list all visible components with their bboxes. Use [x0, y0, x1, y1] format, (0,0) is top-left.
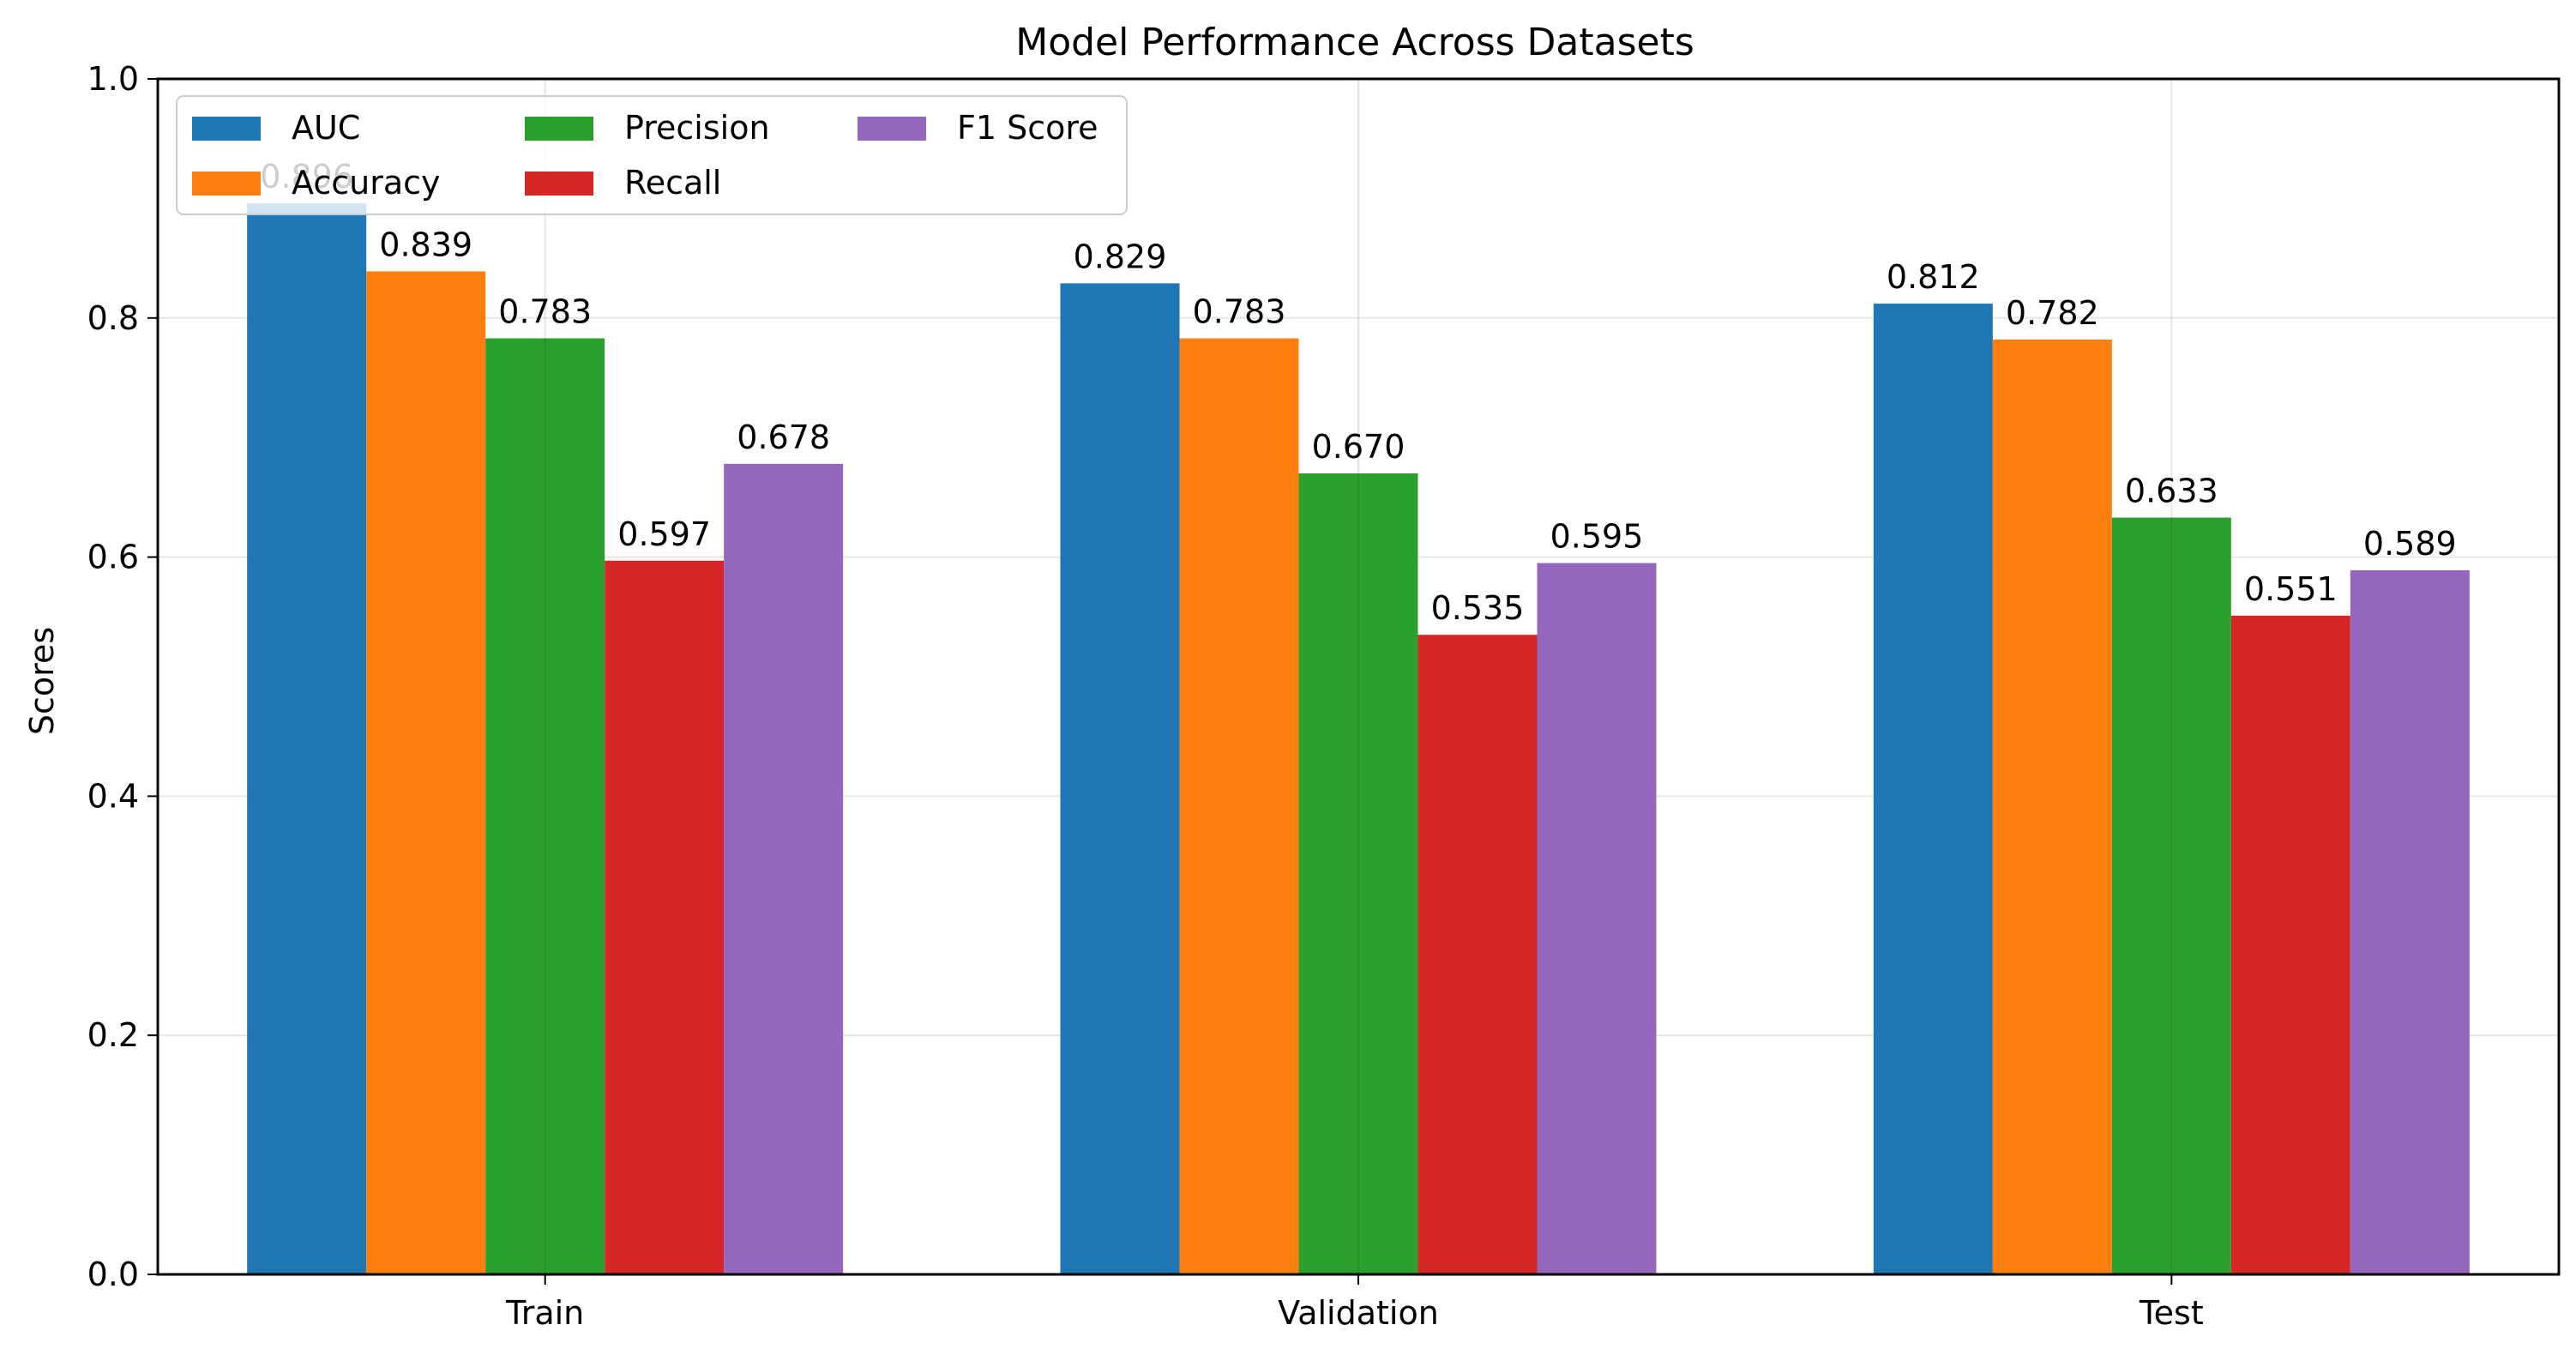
x-tick-label: Validation	[1278, 1294, 1439, 1332]
data-labels: 0.8960.8390.7830.5970.6780.8290.7830.670…	[260, 79, 2457, 1274]
legend-label: F1 Score	[957, 109, 1098, 147]
legend: AUC Accuracy Precision Recall F1 Score	[176, 95, 1128, 215]
legend-swatch	[192, 117, 261, 141]
bar-validation-auc	[1060, 283, 1180, 1274]
data-label: 0.782	[2006, 294, 2099, 332]
bar-validation-f1-score	[1537, 563, 1657, 1274]
bar-test-accuracy	[1992, 339, 2112, 1275]
data-label: 0.839	[379, 226, 472, 263]
bar-test-recall	[2230, 615, 2350, 1274]
data-label: 0.783	[1193, 292, 1286, 330]
y-axis-label: Scores	[23, 627, 61, 735]
bar-train-accuracy	[366, 271, 486, 1275]
bars	[247, 202, 2470, 1275]
data-label: 0.597	[617, 515, 711, 553]
legend-swatch	[858, 117, 926, 141]
legend-label: Precision	[624, 109, 770, 147]
bar-train-auc	[247, 202, 367, 1275]
data-label: 0.678	[737, 419, 830, 456]
bar-test-f1-score	[2350, 569, 2470, 1274]
x-axis-ticks: Train Validation Test	[505, 1274, 2204, 1332]
data-label: 0.829	[1074, 238, 1167, 275]
data-label: 0.670	[1312, 428, 1405, 466]
y-tick-label: 0.8	[87, 299, 139, 337]
data-label: 0.812	[1887, 258, 1980, 296]
data-label: 0.589	[2363, 525, 2457, 563]
data-label: 0.633	[2125, 473, 2218, 510]
bar-train-precision	[485, 338, 605, 1274]
data-label: 0.535	[1431, 589, 1525, 627]
bar-validation-recall	[1417, 635, 1538, 1274]
legend-swatch	[192, 172, 261, 196]
bar-validation-precision	[1298, 473, 1418, 1274]
chart-title: Model Performance Across Datasets	[1015, 21, 1694, 64]
x-tick-label: Test	[2139, 1294, 2204, 1332]
legend-swatch	[525, 117, 593, 141]
legend-label: AUC	[292, 109, 360, 147]
y-tick-label: 0.6	[87, 539, 139, 576]
data-label: 0.783	[498, 292, 592, 330]
bar-test-precision	[2111, 517, 2231, 1274]
legend-label: Accuracy	[292, 164, 441, 202]
data-label: 0.551	[2244, 570, 2338, 608]
bar-validation-accuracy	[1179, 338, 1299, 1274]
x-tick-label: Train	[505, 1294, 584, 1332]
legend-swatch	[525, 172, 593, 196]
bar-train-f1-score	[724, 463, 844, 1274]
y-tick-label: 1.0	[87, 60, 139, 98]
data-label: 0.595	[1550, 518, 1644, 556]
y-tick-label: 0.0	[87, 1256, 139, 1293]
y-tick-label: 0.4	[87, 777, 139, 815]
y-tick-label: 0.2	[87, 1016, 139, 1054]
bar-train-recall	[605, 560, 725, 1274]
legend-label: Recall	[624, 164, 721, 202]
bar-test-auc	[1873, 304, 1993, 1274]
y-axis-ticks: 0.0 0.2 0.4 0.6 0.8 1.0	[87, 60, 158, 1293]
